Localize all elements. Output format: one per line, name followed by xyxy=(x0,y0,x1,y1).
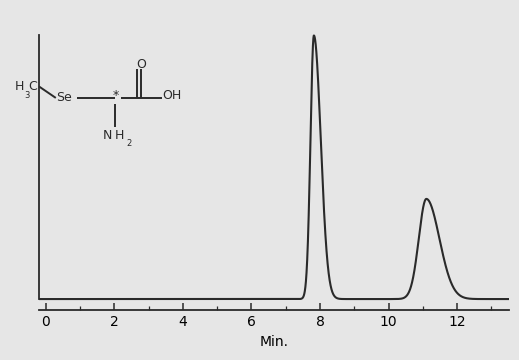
X-axis label: Min.: Min. xyxy=(260,335,288,349)
Text: 3: 3 xyxy=(24,91,29,100)
Text: Se: Se xyxy=(56,91,72,104)
Text: H: H xyxy=(15,80,24,93)
Text: N: N xyxy=(102,129,112,142)
Text: O: O xyxy=(136,58,146,71)
Text: OH: OH xyxy=(163,89,182,102)
Text: H: H xyxy=(115,129,124,142)
Text: *: * xyxy=(112,89,119,102)
Text: C: C xyxy=(28,80,37,93)
Text: 2: 2 xyxy=(127,139,132,148)
